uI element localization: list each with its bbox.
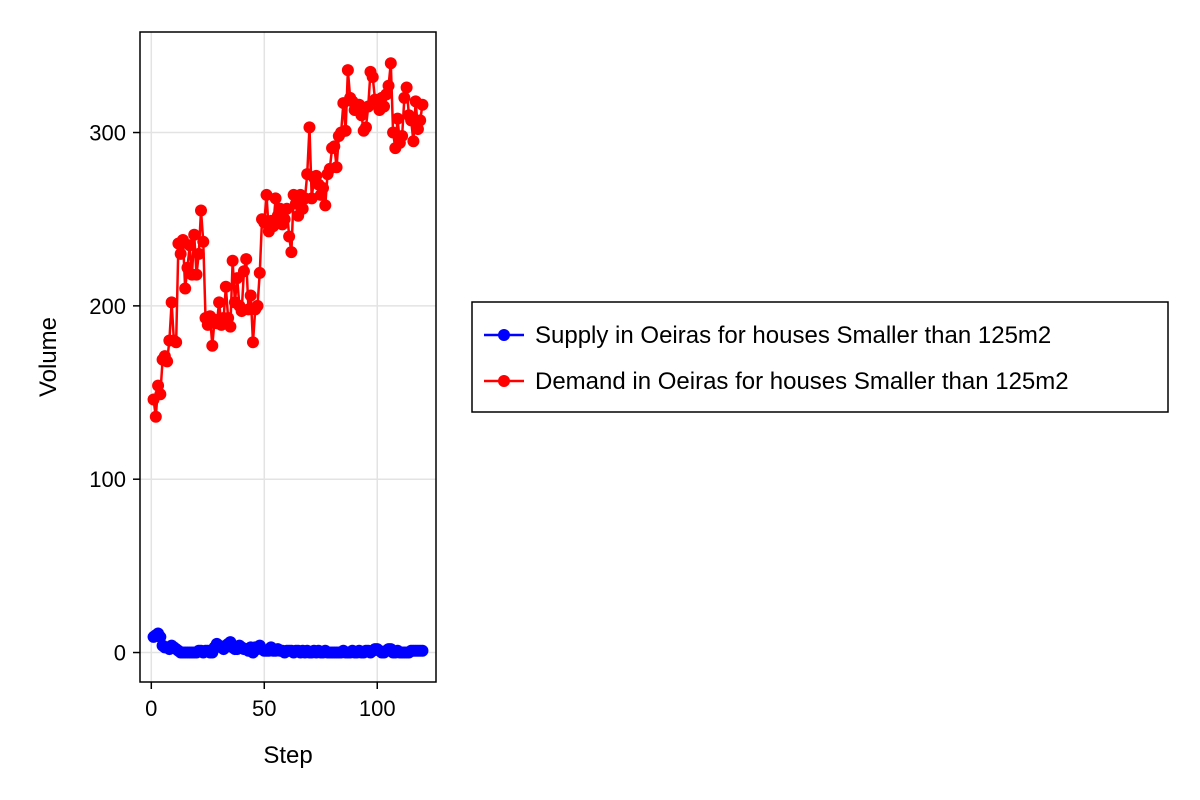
series-demand xyxy=(147,57,429,423)
data-point xyxy=(407,135,420,148)
data-point xyxy=(339,124,352,137)
data-point xyxy=(414,114,427,127)
data-point xyxy=(154,388,167,401)
data-point xyxy=(305,192,318,205)
data-point xyxy=(190,268,203,281)
data-point xyxy=(319,199,332,212)
data-point xyxy=(195,204,208,217)
y-axis: 0 100 200 300 xyxy=(89,121,140,666)
data-point xyxy=(355,109,368,122)
data-point xyxy=(179,282,192,295)
data-point xyxy=(206,339,219,352)
data-point xyxy=(165,296,178,309)
legend-swatch-marker xyxy=(498,375,510,387)
x-tick-label: 100 xyxy=(359,696,396,721)
legend-box xyxy=(471,301,1169,413)
data-point xyxy=(280,202,293,215)
legend-entry-demand: Demand in Oeiras for houses Smaller than… xyxy=(484,368,1069,395)
data-point xyxy=(285,246,298,259)
y-tick-label: 200 xyxy=(89,294,126,319)
data-point xyxy=(396,130,409,142)
data-point xyxy=(192,247,205,260)
y-tick-label: 300 xyxy=(89,121,126,146)
data-point xyxy=(341,64,354,77)
data-point xyxy=(219,280,232,293)
data-point xyxy=(251,299,264,312)
data-point xyxy=(416,644,429,657)
series-layer xyxy=(147,57,429,659)
data-point xyxy=(366,71,379,84)
data-point xyxy=(260,188,273,201)
y-tick-label: 100 xyxy=(89,467,126,492)
data-point xyxy=(149,410,162,423)
legend-entry-supply: Supply in Oeiras for houses Smaller than… xyxy=(484,322,1051,349)
data-point xyxy=(328,140,341,153)
legend-label: Demand in Oeiras for houses Smaller than… xyxy=(535,368,1069,395)
data-point xyxy=(296,202,309,215)
data-point xyxy=(283,230,296,243)
data-point xyxy=(253,266,266,279)
data-point xyxy=(161,355,174,368)
data-point xyxy=(246,336,259,349)
legend: Supply in Oeiras for houses Smaller than… xyxy=(471,301,1169,413)
data-point xyxy=(353,98,366,111)
data-point xyxy=(378,100,391,113)
data-point xyxy=(400,81,413,94)
data-point xyxy=(278,213,291,226)
data-point xyxy=(387,126,400,139)
x-tick-label: 50 xyxy=(252,696,276,721)
x-axis: 0 50 100 xyxy=(145,682,396,721)
data-point xyxy=(237,265,250,278)
data-point xyxy=(405,114,418,127)
data-point xyxy=(416,98,429,111)
data-point xyxy=(267,220,280,233)
data-point xyxy=(224,320,237,333)
y-axis-label: Volume xyxy=(35,317,62,397)
data-point xyxy=(174,247,187,260)
data-point xyxy=(269,192,282,205)
legend-label: Supply in Oeiras for houses Smaller than… xyxy=(535,322,1051,349)
data-point xyxy=(317,182,330,194)
series-supply xyxy=(147,627,429,659)
data-point xyxy=(183,239,196,252)
data-point xyxy=(330,161,343,174)
data-point xyxy=(244,289,257,302)
data-point xyxy=(384,57,397,70)
data-point xyxy=(359,121,372,134)
plot-frame xyxy=(139,31,437,683)
data-point xyxy=(398,91,411,104)
data-point xyxy=(197,235,210,248)
data-point xyxy=(170,336,183,349)
data-point xyxy=(382,79,395,92)
data-point xyxy=(391,112,404,125)
x-tick-label: 0 xyxy=(145,696,157,721)
x-axis-label: Step xyxy=(263,742,312,769)
data-point xyxy=(188,228,201,241)
y-tick-label: 0 xyxy=(114,641,126,666)
data-point xyxy=(226,254,239,267)
data-point xyxy=(303,121,316,134)
legend-swatch-marker xyxy=(498,329,510,341)
data-point xyxy=(240,253,253,266)
data-point xyxy=(213,296,226,309)
